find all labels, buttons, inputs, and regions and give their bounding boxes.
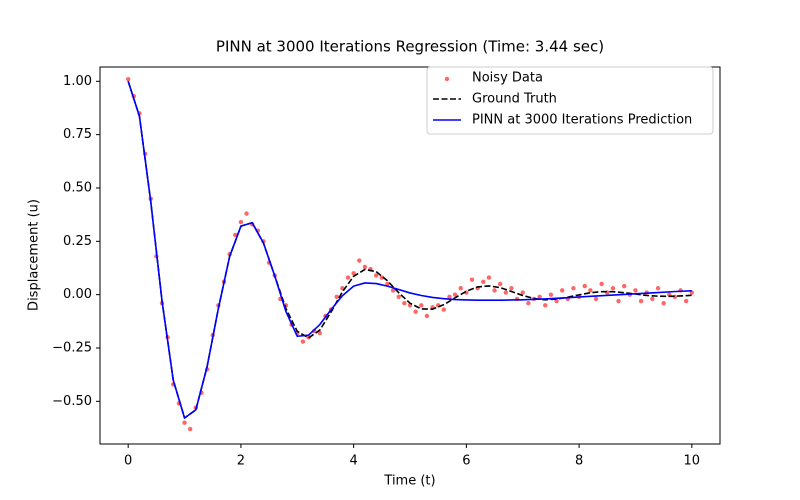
- x-tick-label: 10: [684, 454, 701, 469]
- data-point: [548, 292, 554, 297]
- data-point: [633, 288, 638, 293]
- data-point: [599, 281, 604, 287]
- data-point: [481, 279, 486, 285]
- plot-area: [125, 76, 695, 432]
- data-point: [452, 292, 458, 297]
- data-point: [616, 298, 621, 304]
- data-point: [187, 426, 193, 432]
- x-tick-label: 2: [237, 454, 245, 469]
- y-tick-label: −0.50: [52, 394, 92, 409]
- series-line: [127, 81, 692, 419]
- data-point: [351, 271, 356, 276]
- y-tick-label: 1.00: [63, 74, 92, 89]
- data-point: [390, 288, 396, 293]
- data-point: [362, 264, 368, 270]
- data-point: [559, 288, 565, 293]
- data-point: [357, 258, 362, 263]
- data-point: [588, 288, 593, 293]
- data-point: [373, 273, 379, 278]
- y-tick-label: 0.75: [63, 127, 92, 142]
- data-point: [419, 303, 424, 308]
- data-point: [537, 294, 542, 299]
- chart-title: PINN at 3000 Iterations Regression (Time…: [216, 38, 604, 56]
- data-point: [345, 275, 351, 280]
- y-tick-label: 0.50: [63, 180, 92, 195]
- data-point: [582, 283, 587, 289]
- x-axis-label: Time (t): [383, 474, 435, 489]
- data-point: [125, 76, 131, 82]
- data-point: [509, 286, 514, 291]
- data-point: [661, 300, 666, 306]
- data-point: [458, 286, 463, 291]
- data-point: [238, 219, 244, 225]
- data-point: [543, 303, 548, 308]
- data-point: [233, 232, 238, 238]
- x-tick-label: 6: [462, 454, 470, 469]
- data-point: [655, 286, 661, 291]
- data-point: [492, 288, 497, 293]
- legend-box: [426, 66, 714, 135]
- data-point: [379, 275, 385, 280]
- data-point: [610, 286, 616, 291]
- plot-frame: [99, 66, 721, 445]
- legend-label: Ground Truth: [472, 92, 557, 107]
- data-point: [182, 420, 187, 425]
- y-tick-label: −0.25: [52, 340, 92, 355]
- data-point: [469, 277, 475, 282]
- data-point: [402, 300, 407, 306]
- legend-label: PINN at 3000 Iterations Prediction: [472, 113, 692, 128]
- data-point: [497, 281, 503, 287]
- legend-marker: [444, 76, 450, 82]
- legend-label: Noisy Data: [472, 71, 543, 86]
- data-point: [396, 294, 401, 299]
- data-point: [413, 309, 418, 314]
- data-point: [520, 290, 525, 295]
- data-point: [621, 283, 627, 289]
- data-point: [526, 300, 531, 306]
- x-tick-label: 0: [124, 454, 132, 469]
- data-point: [486, 275, 492, 280]
- data-point: [503, 290, 509, 295]
- data-point: [244, 211, 249, 216]
- data-point: [683, 298, 689, 304]
- y-axis-label: Displacement (u): [27, 199, 42, 311]
- data-point: [424, 313, 430, 319]
- data-point: [334, 294, 339, 299]
- data-point: [317, 330, 323, 336]
- x-tick-label: 8: [575, 454, 583, 469]
- data-point: [300, 339, 306, 344]
- data-point: [593, 296, 599, 302]
- data-point: [441, 307, 447, 312]
- data-point: [571, 286, 576, 291]
- y-tick-label: 0.00: [63, 287, 92, 302]
- y-tick-label: 0.25: [63, 234, 92, 249]
- data-point: [447, 294, 452, 299]
- x-tick-label: 4: [349, 454, 357, 469]
- data-point: [650, 296, 655, 302]
- data-point: [638, 298, 644, 304]
